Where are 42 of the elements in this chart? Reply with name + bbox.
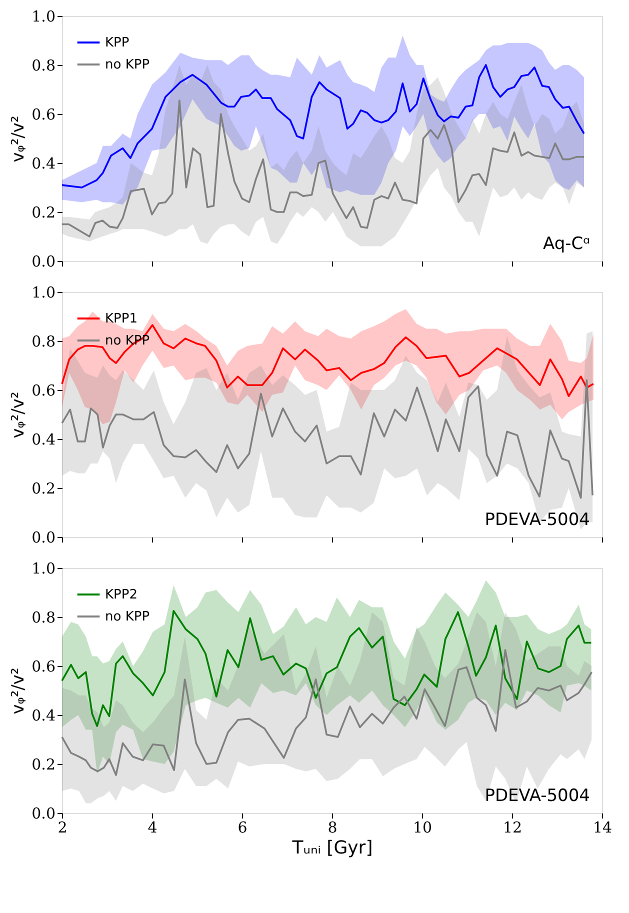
x-tick-label: 2 (58, 818, 68, 836)
annotation: PDEVA-5004 (484, 786, 590, 806)
y-axis-title: vᵩ²/v² (8, 392, 29, 438)
legend-label: KPP2 (105, 588, 138, 602)
legend-label: no KPP (105, 58, 150, 72)
y-axis-title: vᵩ²/v² (8, 116, 29, 162)
y-tick-label: 0.0 (32, 804, 56, 822)
legend-label: KPP (105, 36, 130, 50)
y-tick-label: 1.0 (32, 560, 56, 578)
x-tick-label: 14 (592, 818, 612, 836)
y-tick-label: 0.6 (32, 658, 56, 676)
y-tick-label: 0.2 (32, 204, 56, 222)
y-axis-title: vᵩ²/v² (8, 668, 29, 714)
y-tick-label: 0.2 (32, 480, 56, 498)
y-tick-label: 0.0 (32, 252, 56, 270)
x-tick-label: 10 (412, 818, 432, 836)
line-series (61, 324, 594, 398)
y-tick-label: 0.6 (32, 382, 56, 400)
y-tick-label: 0.8 (32, 608, 56, 626)
annotation: Aq-Cᵅ (542, 234, 590, 254)
legend-label: KPP1 (105, 312, 138, 326)
x-tick-label: 6 (238, 818, 248, 836)
y-tick-label: 0.0 (32, 528, 56, 546)
line-series (61, 649, 593, 776)
x-axis-title: Tᵤₙᵢ [Gyr] (291, 838, 373, 858)
y-tick-label: 0.8 (32, 56, 56, 74)
x-tick-label: 8 (328, 818, 338, 836)
y-tick-label: 0.6 (32, 106, 56, 124)
legend-label: no KPP (105, 610, 150, 624)
y-tick-label: 1.0 (32, 8, 56, 26)
line-series (61, 100, 585, 238)
annotation: PDEVA-5004 (484, 510, 590, 530)
x-tick-label: 12 (502, 818, 522, 836)
y-tick-label: 0.2 (32, 756, 56, 774)
y-tick-label: 0.4 (32, 154, 56, 172)
y-tick-label: 0.4 (32, 706, 56, 724)
line-series (61, 610, 592, 727)
x-tick-label: 4 (148, 818, 158, 836)
y-tick-label: 0.8 (32, 332, 56, 350)
y-tick-label: 1.0 (32, 284, 56, 302)
line-series (61, 379, 594, 499)
y-tick-label: 0.4 (32, 430, 56, 448)
